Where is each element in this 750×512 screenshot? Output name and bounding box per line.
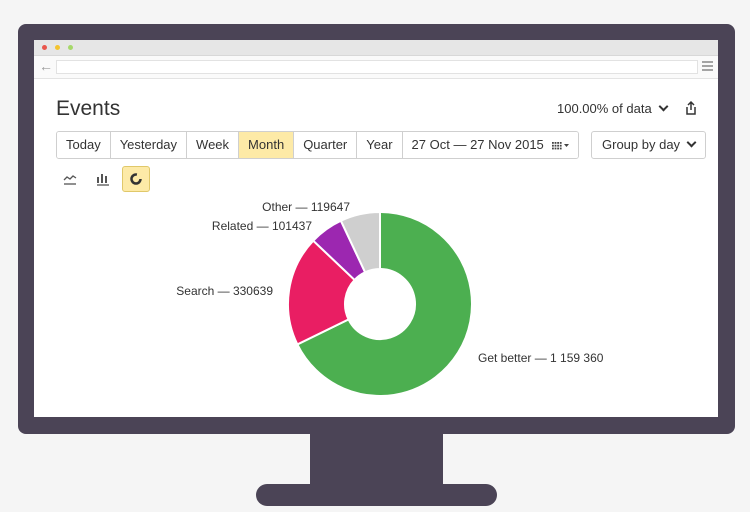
close-dot-icon[interactable]: [42, 45, 47, 50]
monitor-stand: [256, 484, 497, 506]
pie-chart-icon: [130, 173, 142, 185]
period-tab-year[interactable]: Year: [357, 132, 403, 158]
line-chart-icon: [63, 175, 77, 185]
url-input[interactable]: [56, 60, 698, 74]
group-by-dropdown[interactable]: Group by day: [591, 131, 707, 159]
data-sample-label: 100.00% of data: [557, 101, 652, 116]
browser-window: ← Events 100.00% of data Today Yesterday W…: [34, 40, 718, 417]
hamburger-menu-icon[interactable]: [702, 59, 713, 73]
period-tab-today[interactable]: Today: [57, 132, 111, 158]
export-icon[interactable]: [684, 100, 698, 116]
slice-label-1: Search — 330639: [176, 284, 273, 298]
slice-label-3: Other — 119647: [262, 200, 350, 214]
period-tab-quarter[interactable]: Quarter: [294, 132, 358, 158]
window-titlebar: [34, 40, 718, 56]
bar-chart-view-button[interactable]: [89, 166, 117, 192]
slice-label-2: Related — 101437: [212, 219, 312, 233]
pie-slice-3[interactable]: [339, 210, 381, 274]
period-tab-month[interactable]: Month: [239, 132, 295, 158]
pie-slice-1[interactable]: [287, 239, 357, 346]
bar-chart-icon: [97, 174, 109, 186]
back-arrow-icon[interactable]: ←: [39, 58, 53, 74]
address-bar: ←: [34, 56, 718, 79]
period-tab-week[interactable]: Week: [187, 132, 240, 158]
slice-label-0: Get better — 1 159 360: [478, 351, 604, 365]
pie-chart-view-button[interactable]: [122, 166, 150, 192]
line-chart-view-button[interactable]: [56, 166, 84, 192]
page-title: Events: [56, 97, 121, 120]
monitor-frame: ← Events 100.00% of data Today Yesterday W…: [18, 24, 735, 434]
group-by-label: Group by day: [602, 137, 681, 152]
monitor-neck: [310, 434, 443, 486]
maximize-dot-icon[interactable]: [68, 45, 73, 50]
events-pie-chart: Get better — 1 159 360 Search — 330639 Rel…: [176, 200, 604, 397]
calendar-icon: [551, 141, 569, 149]
data-sample-selector[interactable]: 100.00% of data: [557, 101, 669, 116]
minimize-dot-icon[interactable]: [55, 45, 60, 50]
pie-slice-0[interactable]: [296, 210, 473, 397]
date-range-label: 27 Oct — 27 Nov 2015: [411, 137, 544, 152]
date-range-picker[interactable]: 27 Oct — 27 Nov 2015: [402, 132, 578, 158]
period-tab-yesterday[interactable]: Yesterday: [110, 132, 188, 158]
period-selector: Today Yesterday Week Month Quarter Year 27 Oct…: [56, 131, 579, 159]
